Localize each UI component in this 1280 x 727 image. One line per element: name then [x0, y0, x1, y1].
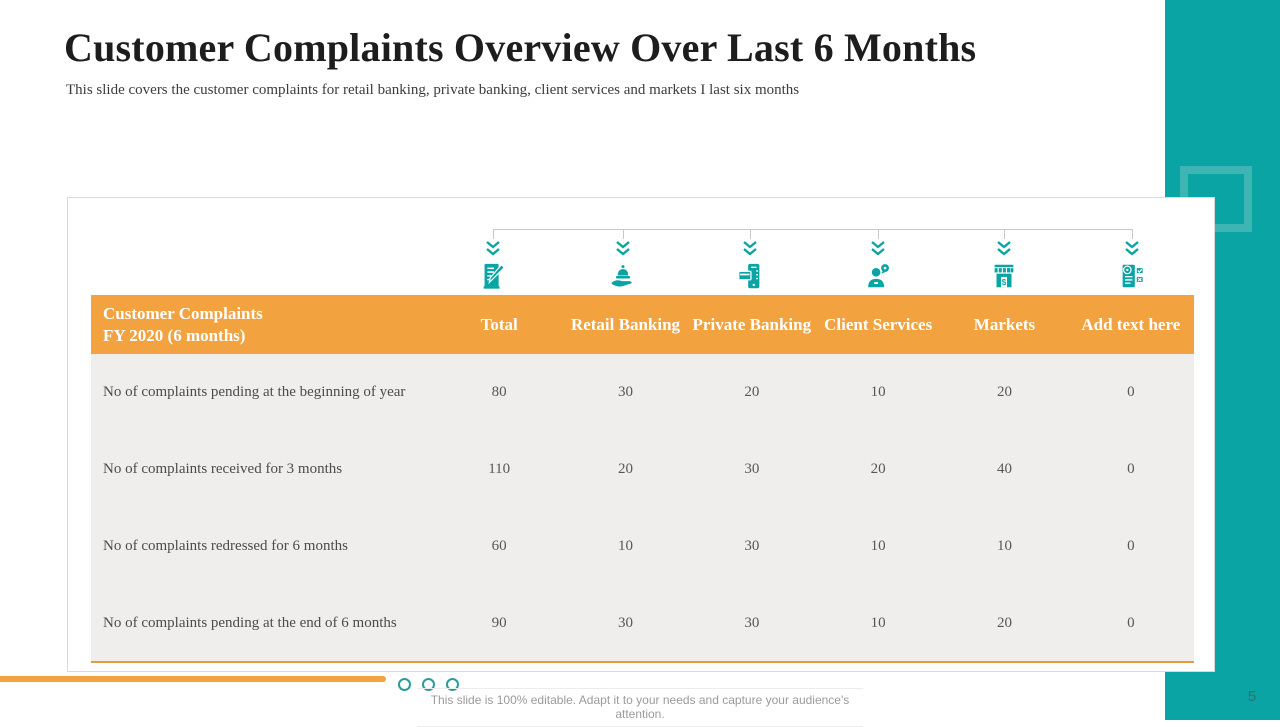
cell-value: 0: [1067, 585, 1194, 662]
connector-tick: [749, 229, 751, 239]
column-marker-markets: $: [984, 229, 1024, 292]
column-header-private-banking: Private Banking: [688, 295, 815, 354]
connector-tick: [622, 229, 624, 239]
column-header-total: Total: [436, 295, 563, 354]
add-text-icon: [1122, 264, 1144, 288]
markets-icon: $: [994, 264, 1014, 288]
table-underline: [91, 661, 1194, 663]
svg-text:$: $: [1002, 278, 1007, 287]
cell-value: 20: [941, 354, 1068, 431]
cell-value: 30: [688, 508, 815, 585]
cell-value: 0: [1067, 431, 1194, 508]
complaints-table: Customer Complaints FY 2020 (6 months) T…: [91, 295, 1194, 662]
double-chevron-down-icon: [616, 241, 630, 256]
column-marker-total: [473, 229, 513, 292]
total-icon: [483, 263, 506, 289]
double-chevron-down-icon: [486, 241, 500, 256]
cell-value: 10: [941, 508, 1068, 585]
column-marker-client-services: [858, 229, 898, 292]
double-chevron-down-icon: [743, 241, 757, 256]
cell-value: 80: [436, 354, 563, 431]
cell-value: 10: [815, 354, 942, 431]
cell-value: 110: [436, 431, 563, 508]
cell-value: 10: [562, 508, 689, 585]
footer-dot: [398, 678, 411, 691]
cell-value: 20: [562, 431, 689, 508]
cell-value: 60: [436, 508, 563, 585]
cell-value: 30: [562, 585, 689, 662]
row-label: No of complaints redressed for 6 months: [91, 508, 436, 585]
row-label: No of complaints pending at the end of 6…: [91, 585, 436, 662]
column-marker-add-text: [1112, 229, 1152, 292]
cell-value: 30: [688, 585, 815, 662]
connector-tick: [492, 229, 494, 239]
cell-value: 40: [941, 431, 1068, 508]
double-chevron-down-icon: [871, 241, 885, 256]
cell-value: 20: [688, 354, 815, 431]
table-corner-header: Customer Complaints FY 2020 (6 months): [91, 295, 436, 354]
connector-tick: [877, 229, 879, 239]
row-label: No of complaints pending at the beginnin…: [91, 354, 436, 431]
double-chevron-down-icon: [1125, 241, 1139, 256]
cell-value: 30: [562, 354, 689, 431]
cell-value: 10: [815, 585, 942, 662]
row-label: No of complaints received for 3 months: [91, 431, 436, 508]
connector-tick: [1003, 229, 1005, 239]
footer-dot: [446, 678, 459, 691]
page-number: 5: [1247, 688, 1257, 705]
cell-value: 10: [815, 508, 942, 585]
cell-value: 0: [1067, 508, 1194, 585]
footer-note: This slide is 100% editable. Adapt it to…: [417, 688, 863, 727]
footer-dot: [422, 678, 435, 691]
footer-accent-bar: [0, 676, 386, 682]
column-header-add-text-placeholder[interactable]: Add text here: [1067, 295, 1194, 354]
column-header-client-services: Client Services: [815, 295, 942, 354]
cell-value: 30: [688, 431, 815, 508]
column-marker-retail-banking: [603, 229, 643, 292]
cell-value: 90: [436, 585, 563, 662]
cell-value: 0: [1067, 354, 1194, 431]
client-services-icon: [868, 264, 889, 288]
private-banking-icon: [738, 263, 760, 289]
column-header-retail-banking: Retail Banking: [562, 295, 689, 354]
slide-title: Customer Complaints Overview Over Last 6…: [64, 25, 977, 70]
content-panel: $ Customer Complaints FY 2020 (6 months)…: [67, 197, 1215, 672]
connector-tick: [1131, 229, 1133, 239]
slide-subtitle: This slide covers the customer complaint…: [66, 82, 800, 98]
cell-value: 20: [815, 431, 942, 508]
connector-line: [493, 229, 1133, 230]
column-header-markets: Markets: [941, 295, 1068, 354]
cell-value: 20: [941, 585, 1068, 662]
retail-banking-icon: [611, 265, 632, 287]
column-marker-private-banking: [730, 229, 770, 292]
double-chevron-down-icon: [997, 241, 1011, 256]
